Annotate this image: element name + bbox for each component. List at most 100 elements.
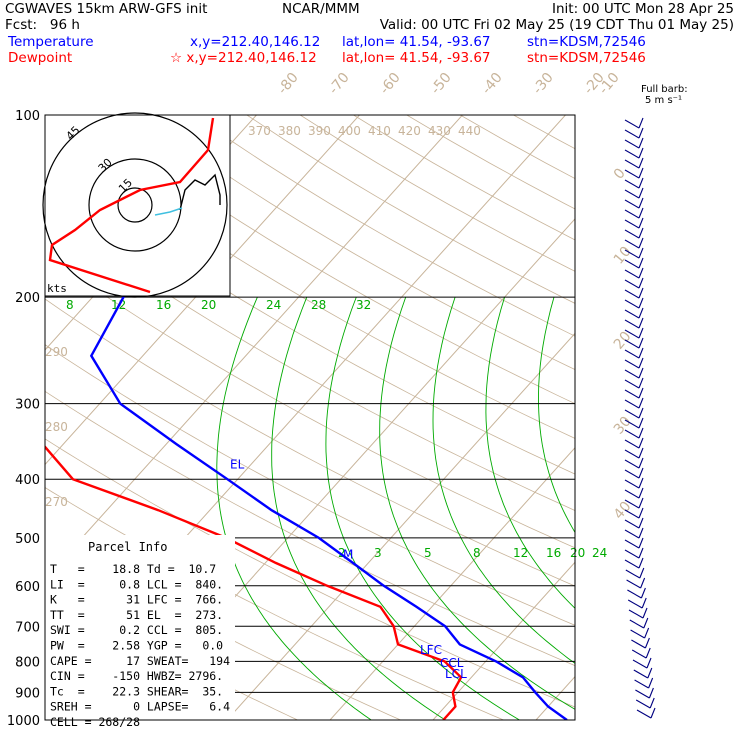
parcel-row: SWI = 0.2 CCL = 805. bbox=[50, 623, 223, 637]
wind-barb bbox=[624, 399, 640, 409]
dry-adiabat bbox=[459, 115, 575, 179]
header-model: CGWAVES 15km ARW-GFS init bbox=[5, 1, 208, 17]
wind-barb-flag bbox=[638, 387, 644, 399]
wind-barb bbox=[624, 289, 640, 299]
plot-frame bbox=[44, 114, 576, 721]
wind-barb-flag bbox=[647, 667, 653, 679]
dry-adiabat bbox=[45, 123, 575, 439]
wind-barb bbox=[624, 329, 640, 339]
wind-barb-flag bbox=[640, 587, 646, 599]
wind-barb bbox=[624, 379, 640, 389]
parcel-row: CELL = 268/28 bbox=[50, 715, 140, 729]
wind-barb bbox=[627, 589, 642, 599]
wind-barb-flag bbox=[638, 177, 644, 189]
isotherm-label: -30 bbox=[530, 70, 557, 98]
wind-barb-flag bbox=[638, 397, 644, 409]
wind-barb bbox=[631, 639, 646, 649]
wind-barb-flag bbox=[645, 647, 651, 659]
wind-barb-flag bbox=[638, 157, 644, 169]
hodograph-unit: kts bbox=[47, 282, 67, 295]
wind-barb bbox=[624, 269, 640, 279]
dry-adiabat bbox=[45, 166, 575, 475]
wind-barb-flag bbox=[638, 257, 644, 269]
wind-barb-flag bbox=[638, 127, 644, 139]
mixing-ratio-label: 12 bbox=[513, 546, 528, 560]
dry-adiabat bbox=[192, 115, 575, 337]
parcel-row: CAPE = 17 SWEAT= 194 bbox=[50, 654, 230, 668]
wind-barb bbox=[624, 119, 640, 129]
mixing-ratio-label: 32 bbox=[356, 298, 371, 312]
mixing-ratio-curve bbox=[325, 296, 521, 720]
wind-barb-flag bbox=[638, 267, 644, 279]
wind-barb bbox=[624, 439, 640, 449]
wind-barb-flag bbox=[644, 637, 650, 649]
wind-barb bbox=[624, 129, 640, 139]
theta-label: 400 bbox=[338, 124, 361, 138]
wind-barb-flag bbox=[638, 497, 644, 509]
hodograph-trace-low bbox=[154, 207, 183, 216]
dry-adiabat bbox=[45, 209, 575, 511]
wind-barb-flag bbox=[638, 137, 644, 149]
wind-barb bbox=[624, 279, 640, 289]
isotherm-label: -70 bbox=[326, 70, 353, 98]
wind-barb-flag bbox=[638, 207, 644, 219]
wind-barb-flag bbox=[638, 507, 644, 519]
wind-barb-flag bbox=[638, 197, 644, 209]
parcel-label-lcl: LCL bbox=[445, 667, 467, 681]
wind-barb-flag bbox=[648, 677, 654, 689]
pressure-label: 500 bbox=[15, 532, 40, 547]
isotherm-label: 40 bbox=[611, 499, 635, 523]
pressure-label: 700 bbox=[15, 620, 40, 635]
wind-barb bbox=[624, 189, 640, 199]
hodograph-trace-upper bbox=[179, 173, 221, 211]
pressure-label: 1000 bbox=[7, 714, 40, 729]
wind-barb-flag bbox=[638, 297, 644, 309]
parcel-row: T = 18.8 Td = 10.7 bbox=[50, 562, 216, 576]
theta-label: 270 bbox=[45, 495, 68, 509]
wind-barb bbox=[624, 449, 640, 459]
wind-barb bbox=[624, 539, 640, 549]
isotherm-line bbox=[329, 447, 575, 720]
wind-barb-flag bbox=[648, 687, 654, 699]
wind-barb-flag bbox=[638, 117, 644, 129]
wind-barb bbox=[624, 549, 640, 559]
wind-barb bbox=[624, 529, 640, 539]
wind-barb bbox=[624, 509, 640, 519]
dry-adiabat bbox=[299, 115, 575, 272]
wind-barb-flag bbox=[638, 217, 644, 229]
parcel-row: Tc = 22.3 SHEAR= 35. bbox=[50, 684, 223, 698]
wind-barb bbox=[624, 489, 640, 499]
wind-barb bbox=[624, 459, 640, 469]
temperature-legend: Temperature bbox=[8, 34, 94, 50]
wind-barb bbox=[624, 359, 640, 369]
isotherm-label: -80 bbox=[275, 70, 302, 98]
isotherm-line bbox=[226, 332, 575, 720]
wind-barb bbox=[634, 679, 649, 689]
wind-barb-flag bbox=[650, 707, 656, 719]
mixing-ratio-label: 24 bbox=[592, 546, 607, 560]
wind-barb-flag bbox=[638, 437, 644, 449]
mixing-ratio-label: 24 bbox=[266, 298, 281, 312]
isotherm-line bbox=[627, 87, 740, 733]
theta-label: 410 bbox=[368, 124, 391, 138]
wind-barb bbox=[624, 559, 640, 569]
wind-barb bbox=[625, 569, 641, 579]
wind-barb bbox=[632, 659, 648, 669]
barb-unit: 5 m s⁻¹ bbox=[645, 95, 682, 106]
wind-barb-flag bbox=[638, 427, 644, 439]
mixing-ratio-label: 28 bbox=[311, 298, 326, 312]
parcel-row: LI = 0.8 LCL = 840. bbox=[50, 577, 223, 591]
mixing-ratio-label: 2 bbox=[338, 546, 346, 560]
parcel-row: TT = 51 EL = 273. bbox=[50, 608, 223, 622]
wind-barb bbox=[624, 389, 640, 399]
theta-label: 290 bbox=[45, 345, 68, 359]
pressure-label: 600 bbox=[15, 580, 40, 595]
wind-barb-flag bbox=[638, 477, 644, 489]
mixing-ratio-curve bbox=[538, 296, 575, 534]
wind-barb bbox=[624, 149, 640, 159]
wind-barb bbox=[624, 259, 640, 269]
mixing-ratio-curve bbox=[379, 296, 575, 710]
dry-adiabat bbox=[246, 115, 575, 304]
theta-label: 390 bbox=[308, 124, 331, 138]
wind-barb bbox=[624, 309, 640, 319]
